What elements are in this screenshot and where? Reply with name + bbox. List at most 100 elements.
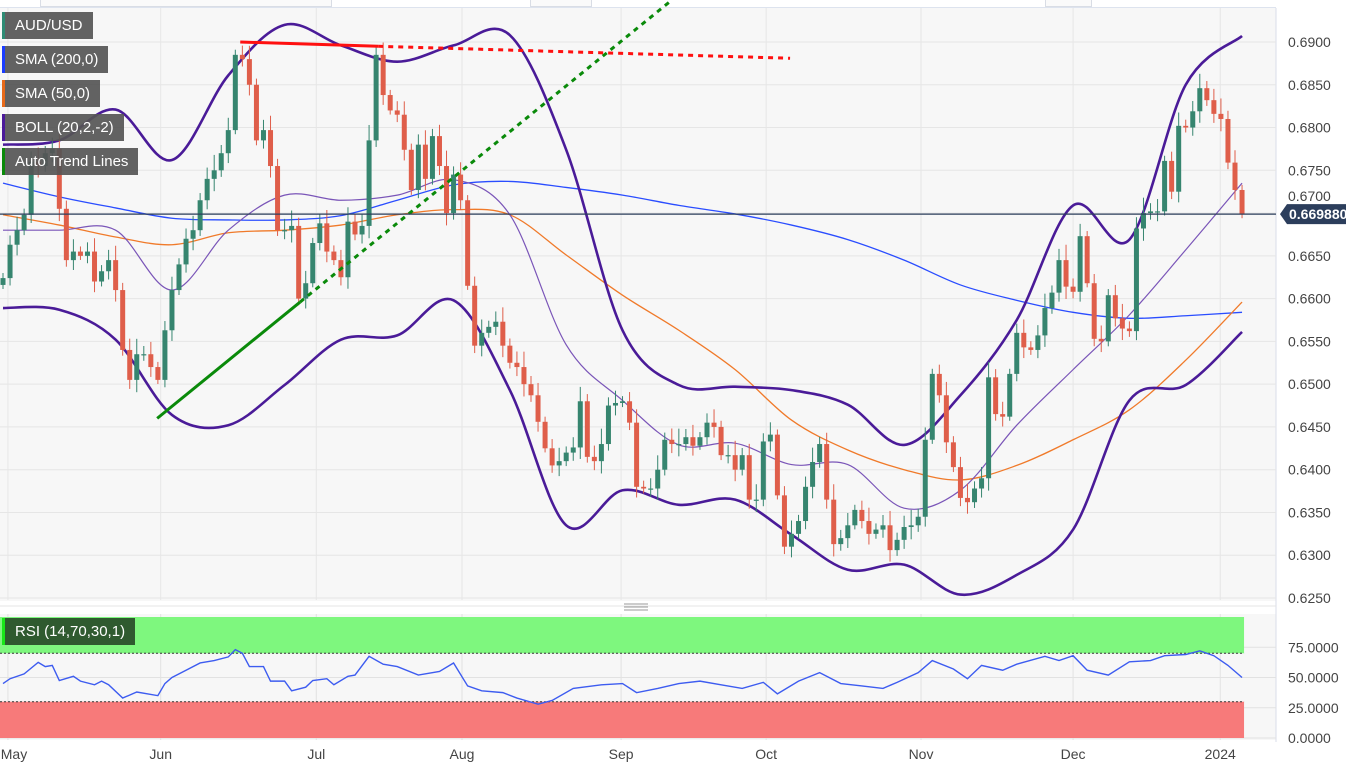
legend-trend-lines[interactable]: Auto Trend Lines	[2, 148, 139, 175]
candle-body	[929, 373, 935, 440]
candle	[711, 409, 717, 438]
candle	[929, 368, 935, 444]
candle	[788, 520, 794, 558]
candle-body	[570, 447, 576, 453]
candle	[1183, 119, 1189, 133]
candle-body	[444, 166, 450, 214]
trend-line-resistance	[240, 40, 379, 48]
candle	[563, 446, 569, 467]
legend-sma200[interactable]: SMA (200,0)	[2, 46, 109, 73]
candle-body	[472, 285, 478, 346]
candle-body	[56, 148, 62, 209]
candle	[725, 444, 731, 464]
candle-body	[1183, 125, 1189, 128]
candle	[289, 210, 295, 243]
candle	[1232, 150, 1238, 200]
candle	[993, 369, 999, 421]
toolbar-tab[interactable]	[1045, 0, 1092, 7]
candle	[70, 239, 76, 270]
price-tick-label: 0.6350	[1288, 504, 1331, 520]
price-tick-label: 0.6400	[1288, 462, 1331, 478]
candle	[845, 512, 851, 548]
candle	[880, 515, 886, 538]
candle-body	[549, 448, 555, 466]
panel-resize-handle-icon[interactable]	[624, 603, 648, 611]
candle	[1112, 284, 1118, 327]
time-tick-label: Oct	[755, 746, 777, 762]
candle-body	[852, 509, 858, 526]
candle	[394, 101, 400, 123]
candle-body	[134, 354, 140, 380]
candle	[317, 214, 323, 251]
candle-body	[781, 495, 787, 547]
candle-body	[1063, 260, 1069, 287]
candle-body	[408, 149, 414, 190]
candle	[704, 413, 710, 445]
candle	[408, 143, 414, 195]
candle	[169, 276, 175, 341]
candle	[577, 386, 583, 459]
candle	[1021, 319, 1027, 359]
legend-symbol[interactable]: AUD/USD	[2, 12, 93, 39]
candle	[676, 428, 682, 457]
price-axis[interactable]: 0.6900 0.6850 0.6800 0.6750 0.6700 0.6650 0.66…	[1280, 34, 1348, 606]
candle	[1119, 303, 1125, 341]
candle-body	[253, 84, 259, 141]
trend-projection-resistance	[378, 44, 791, 60]
candle	[77, 246, 83, 260]
candle	[739, 447, 745, 476]
candle-body	[127, 349, 133, 380]
candle	[113, 245, 119, 302]
price-tick-label: 0.6300	[1288, 547, 1331, 563]
candle-body	[169, 290, 175, 331]
rsi-oversold-band	[0, 701, 1245, 738]
candle-body	[1190, 111, 1196, 128]
toolbar-tab[interactable]	[40, 0, 332, 7]
candle-body	[422, 144, 428, 179]
candle	[612, 390, 618, 416]
rsi-axis[interactable]: 75.0000 50.0000 25.0000 0.0000	[1288, 639, 1339, 746]
candles	[0, 42, 1245, 562]
candle-body	[810, 462, 816, 487]
candle	[444, 150, 450, 226]
legend-sma200-label: SMA (200,0)	[15, 51, 99, 68]
legend-rsi[interactable]: RSI (14,70,30,1)	[2, 618, 136, 645]
candle-body	[676, 444, 682, 446]
candle-body	[1042, 308, 1048, 336]
candle-body	[183, 238, 189, 265]
candle-body	[964, 497, 970, 503]
candle-body	[1225, 118, 1231, 163]
toolbar-tab[interactable]	[530, 0, 592, 7]
sma50-line	[2, 208, 1243, 481]
candle-body	[542, 421, 548, 449]
candle-body	[507, 345, 513, 363]
candle-body	[373, 54, 379, 141]
legend-sma50[interactable]: SMA (50,0)	[2, 80, 101, 107]
candle-body	[141, 354, 147, 356]
candle-body	[669, 439, 675, 445]
candle-body	[605, 405, 611, 445]
candle-body	[500, 321, 506, 346]
candle-body	[415, 144, 421, 190]
candle-body	[1014, 332, 1020, 374]
candle-body	[901, 527, 907, 540]
candle	[401, 101, 407, 161]
candle-body	[380, 54, 386, 96]
candle-body	[204, 178, 210, 201]
legend-boll[interactable]: BOLL (20,2,-2)	[2, 114, 124, 141]
candle	[1148, 203, 1154, 220]
candle	[859, 500, 865, 529]
candle	[887, 510, 893, 562]
candle	[465, 195, 471, 290]
candle-body	[662, 439, 668, 470]
candle	[915, 508, 921, 532]
rsi-line	[2, 648, 1243, 705]
candle	[380, 42, 386, 105]
time-axis[interactable]: May Jun Jul Aug Sep Oct Nov Dec 2024	[1, 746, 1236, 762]
candle-body	[1091, 283, 1097, 339]
price-tick-label: 0.6850	[1288, 77, 1331, 93]
candle	[493, 311, 499, 336]
candle	[458, 162, 464, 211]
time-tick-label: Sep	[609, 746, 634, 762]
